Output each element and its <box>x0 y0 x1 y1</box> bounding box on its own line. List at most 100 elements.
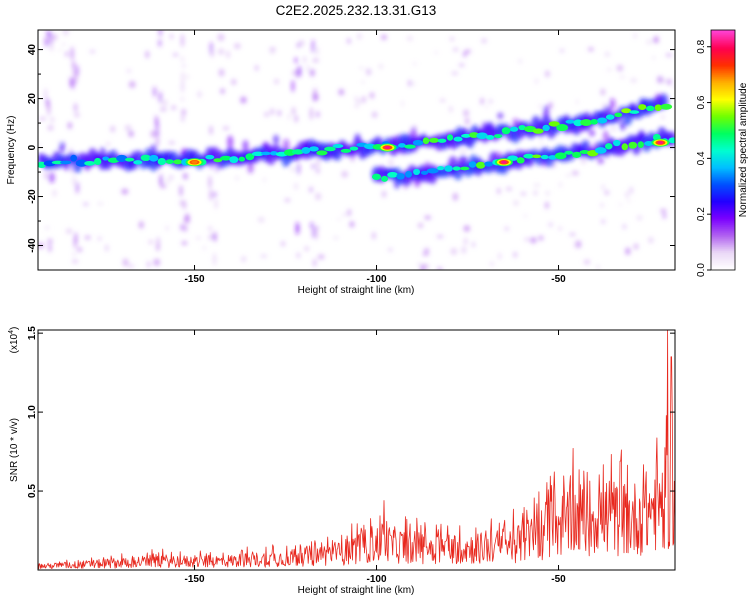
speckle-mark <box>533 190 538 196</box>
spectrogram-x-axis: -150 -100 -50 <box>185 30 566 285</box>
colorbar-cell <box>711 186 735 189</box>
speckle-mark <box>315 192 322 201</box>
streak-mark <box>181 82 185 93</box>
speckle-mark <box>270 108 274 115</box>
snr-y-axis: 0.5 1.0 1.5 <box>27 326 675 498</box>
streak-mark <box>296 163 300 175</box>
colorbar-cell <box>711 72 735 75</box>
speckle-mark <box>583 259 591 265</box>
speckle-mark <box>646 39 652 45</box>
band-core-mark <box>213 158 223 163</box>
colorbar-cell <box>711 122 735 125</box>
speckle-mark <box>464 49 472 54</box>
streak-mark <box>75 65 79 77</box>
speckle-mark <box>451 71 459 75</box>
band-core-mark <box>51 160 64 165</box>
streak-mark <box>158 39 162 47</box>
speckle-mark <box>105 244 109 252</box>
colorbar-cell <box>711 30 735 33</box>
speckle-mark <box>47 125 54 131</box>
colorbar-cell <box>711 46 735 49</box>
band-core-mark <box>572 151 582 158</box>
streak-mark <box>312 227 316 239</box>
band-core-mark <box>573 119 583 127</box>
colorbar-cell <box>711 84 735 87</box>
speckle-mark <box>548 102 553 109</box>
band-core-mark <box>646 105 655 112</box>
colorbar-cell <box>711 120 735 123</box>
speckle-mark <box>545 190 550 196</box>
colorbar-cell <box>711 40 735 43</box>
streak-mark <box>155 136 159 147</box>
speckle-mark <box>610 126 617 132</box>
colorbar-gradient <box>711 30 735 271</box>
streak-mark <box>316 157 320 170</box>
band-core-mark <box>93 157 102 165</box>
band-scatter-mark <box>602 130 609 143</box>
speckle-mark <box>181 108 186 116</box>
band-scatter-mark <box>609 98 616 110</box>
band-scatter-mark <box>247 161 254 174</box>
colorbar-cell <box>711 264 735 267</box>
colorbar-cell <box>711 130 735 133</box>
speckle-mark <box>559 49 565 52</box>
speckle-mark <box>362 96 366 103</box>
speckle-mark <box>504 227 509 231</box>
speckle-mark <box>304 246 309 252</box>
y-tick-label: 20 <box>27 93 38 105</box>
svg-text:(x104): (x104) <box>8 327 20 354</box>
streak-mark <box>309 107 313 120</box>
band-core-mark <box>475 161 486 169</box>
band-scatter-mark <box>227 135 234 149</box>
band-core-mark <box>270 151 278 156</box>
speckle-mark <box>303 56 306 63</box>
streak-mark <box>315 227 319 241</box>
speckle-mark <box>338 89 344 96</box>
colorbar-cell <box>711 38 735 41</box>
band-core-mark <box>638 104 647 111</box>
speckle-mark <box>336 218 342 221</box>
streak-mark <box>49 238 53 244</box>
band-core-mark <box>453 136 463 142</box>
streak-mark <box>315 46 319 56</box>
speckle-mark <box>354 104 360 108</box>
speckle-mark <box>630 78 637 83</box>
speckle-mark <box>538 235 544 241</box>
colorbar-cell <box>711 228 735 231</box>
colorbar: 0.0 0.2 0.4 0.6 0.8 Normalized spectral ampl… <box>696 29 749 277</box>
speckle-mark <box>575 240 582 249</box>
colorbar-ticks: 0.0 0.2 0.4 0.6 0.8 <box>696 39 711 277</box>
band-scatter-mark <box>64 164 71 171</box>
speckle-mark <box>195 237 202 240</box>
speckle-mark <box>62 30 69 36</box>
band-core-mark <box>493 134 503 139</box>
colorbar-cell <box>711 58 735 61</box>
band-core-mark <box>349 146 359 151</box>
speckle-mark <box>619 203 622 206</box>
speckle-mark <box>306 64 310 73</box>
speckle-mark <box>309 69 315 77</box>
colorbar-cell <box>711 242 735 245</box>
speckle-mark <box>671 85 675 89</box>
streak-mark <box>48 244 52 253</box>
colorbar-cell <box>711 262 735 265</box>
speckle-mark <box>513 251 517 258</box>
colorbar-cell <box>711 226 735 229</box>
speckle-mark <box>388 248 393 252</box>
snr-x-label: Height of straight line (km) <box>298 585 415 596</box>
band-core-mark <box>668 137 675 144</box>
speckle-mark <box>218 68 225 77</box>
speckle-mark <box>408 80 412 87</box>
streak-mark <box>295 221 299 236</box>
colorbar-cell <box>711 106 735 109</box>
band-core-mark <box>301 147 311 154</box>
streak-mark <box>70 46 74 61</box>
band-core-mark <box>621 143 629 151</box>
speckle-mark <box>298 39 305 47</box>
band-core-mark <box>437 138 447 143</box>
streak-mark <box>214 198 218 210</box>
colorbar-cell <box>711 184 735 187</box>
speckle-mark <box>371 111 378 118</box>
speckle-mark <box>518 58 523 64</box>
speckle-mark <box>506 187 512 191</box>
